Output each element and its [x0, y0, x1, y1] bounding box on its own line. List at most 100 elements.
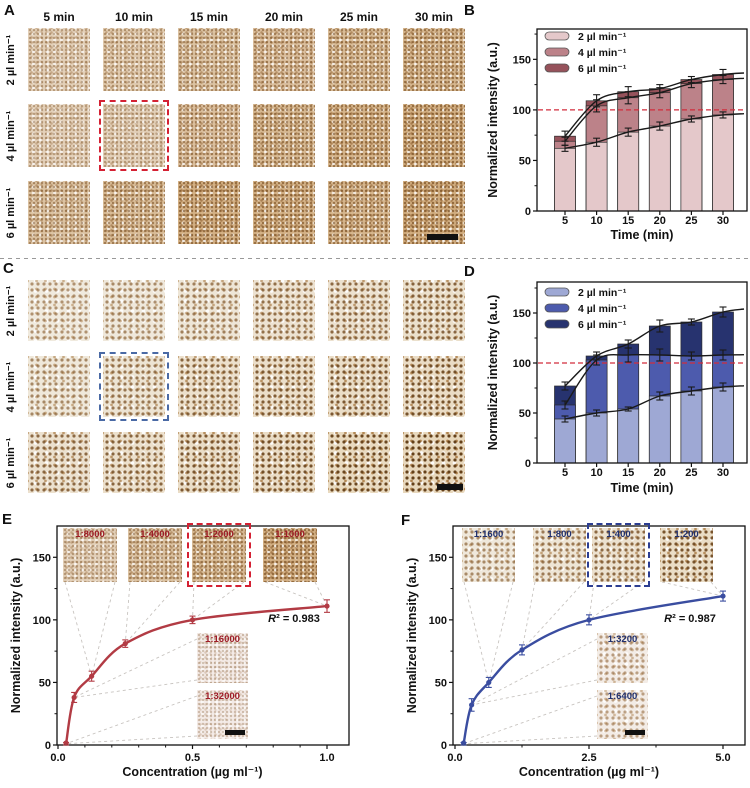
panel-label-e: E: [2, 511, 13, 528]
inset-micrograph: 1:3200: [597, 633, 648, 683]
bar-D: [585, 412, 608, 464]
x-tick-label: 20: [654, 467, 666, 479]
error-bar: [468, 698, 475, 712]
y-tick-label: 0: [525, 458, 531, 470]
error-bar: [719, 382, 727, 392]
scale-bar: [625, 730, 645, 735]
panel-a-micrograph-tile: [103, 181, 165, 244]
panel-a-micrograph-tile: [403, 104, 465, 167]
error-bar: [687, 351, 695, 361]
panel-a-micrograph-tile: [28, 181, 90, 244]
y-tick-label: 0: [525, 206, 531, 218]
y-axis-title: Normalized intensity (a.u.): [486, 42, 500, 198]
x-axis-title: Concentration (µg ml⁻¹): [519, 765, 659, 779]
x-tick-label: 30: [717, 215, 729, 227]
y-tick-label: 50: [39, 677, 51, 689]
dilution-label: 1:6400: [607, 691, 638, 702]
time-header: 20 min: [264, 10, 303, 24]
x-tick-label: 30: [717, 467, 729, 479]
panel-c-micrograph-tile: [328, 432, 390, 493]
x-tick-label: 10: [590, 467, 602, 479]
legend-swatch: [544, 303, 570, 313]
bar-B: [585, 141, 608, 212]
error-bar: [324, 599, 330, 613]
y-tick-label: 0: [45, 740, 51, 752]
y-tick-label: 150: [513, 308, 531, 320]
bar-B: [680, 118, 703, 212]
scale-bar: [437, 484, 463, 490]
x-tick-label: 1.0: [319, 752, 334, 764]
inset-micrograph: 1:800: [533, 528, 586, 582]
legend-label: 2 µl min⁻¹: [578, 287, 627, 299]
bar-D: [648, 395, 671, 464]
legend-swatch: [544, 63, 570, 73]
panel-label-b: B: [464, 2, 475, 19]
x-tick-label: 15: [622, 215, 634, 227]
y-axis-title: Normalized intensity (a.u.): [486, 295, 500, 451]
x-axis-title: Time (min): [611, 228, 674, 242]
error-bar: [719, 349, 727, 361]
x-tick-label: 5: [562, 215, 568, 227]
error-bar: [687, 75, 695, 84]
error-bar: [687, 318, 695, 326]
panel-c-micrograph-tile: [403, 356, 465, 417]
y-tick-label: 100: [513, 358, 531, 370]
time-header: 25 min: [339, 10, 378, 24]
error-bar: [593, 94, 601, 108]
error-bar: [687, 386, 695, 396]
dilution-label: 1:1600: [473, 529, 504, 540]
panel-a-micrograph-tile: [403, 28, 465, 91]
error-bar: [624, 339, 632, 349]
panel-c-micrograph-tile: [178, 356, 240, 417]
inset-highlight-box: [587, 523, 650, 587]
x-tick-label: 5.0: [715, 752, 730, 764]
error-bar: [561, 400, 569, 410]
dilution-label: 1:16000: [205, 634, 240, 645]
panel-c-micrograph-tile: [253, 432, 315, 493]
error-bar: [63, 741, 70, 746]
y-axis-title: Normalized intensity (a.u.): [9, 558, 23, 714]
panel-a-micrograph-tile: [253, 104, 315, 167]
dilution-label: 1:400: [606, 529, 631, 540]
y-tick-label: 0: [441, 740, 447, 752]
scale-bar: [225, 730, 245, 735]
legend-swatch: [544, 31, 570, 41]
flow-rate-label: 4 µl min⁻¹: [5, 361, 17, 412]
flow-rate-label: 2 µl min⁻¹: [5, 285, 17, 336]
x-tick-label: 0.5: [185, 752, 200, 764]
panel-a-micrograph-tile: [253, 181, 315, 244]
dilution-label: 1:32000: [205, 691, 240, 702]
x-tick-label: 20: [654, 215, 666, 227]
inset-micrograph: 1:16000: [197, 633, 248, 683]
panel-c-micrograph-tile: [28, 356, 90, 417]
y-tick-label: 100: [33, 615, 51, 627]
panel-c-micrograph-tile: [253, 356, 315, 417]
x-tick-label: 0.0: [447, 752, 462, 764]
y-tick-label: 100: [429, 615, 447, 627]
y-tick-label: 50: [519, 408, 531, 420]
panel-c-micrograph-tile: [403, 280, 465, 341]
y-tick-label: 100: [513, 105, 531, 117]
error-bar: [656, 391, 664, 401]
panel-a-micrograph-tile: [103, 28, 165, 91]
x-tick-label: 2.5: [581, 752, 596, 764]
error-bar: [687, 115, 695, 123]
legend-label: 4 µl min⁻¹: [578, 47, 627, 59]
inset-highlight-box: [187, 523, 251, 587]
panel-label-d: D: [464, 263, 475, 280]
error-bar: [593, 137, 601, 147]
inset-micrograph: 1:400: [592, 528, 645, 582]
flow-rate-label: 2 µl min⁻¹: [5, 34, 17, 85]
error-bar: [656, 84, 664, 94]
dilution-label: 1:8000: [75, 529, 105, 540]
panel-a-micrograph-tile: [178, 181, 240, 244]
panel-c-micrograph-tile: [178, 280, 240, 341]
error-bar: [656, 121, 664, 131]
legend-label: 6 µl min⁻¹: [578, 319, 627, 331]
panel-c-micrograph-tile: [103, 280, 165, 341]
flow-rate-label: 6 µl min⁻¹: [5, 187, 17, 238]
panel-c-micrograph-tile: [328, 356, 390, 417]
bar-D: [712, 386, 734, 464]
panel-c-micrograph-tile: [403, 432, 465, 493]
x-tick-label: 5: [562, 467, 568, 479]
